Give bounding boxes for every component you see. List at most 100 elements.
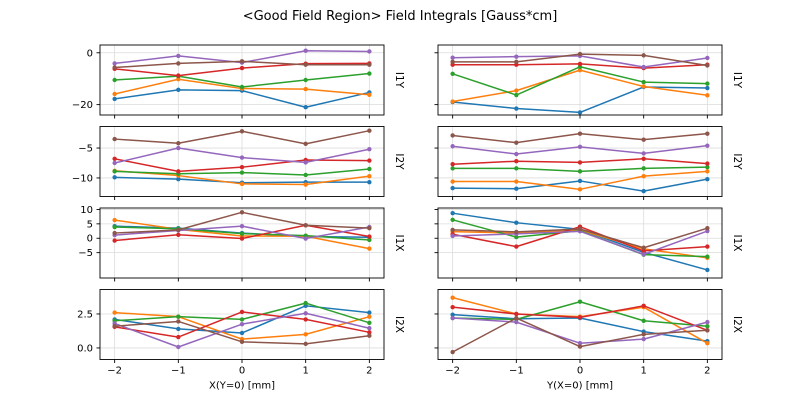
- x-tick-label: 1: [640, 366, 646, 377]
- marker-red: [641, 248, 646, 254]
- row-label-i2x: I2X: [393, 316, 405, 333]
- y-tick-label: 5: [87, 219, 93, 230]
- marker-blue: [705, 85, 710, 91]
- marker-red: [367, 234, 372, 239]
- marker-brown: [641, 245, 646, 250]
- marker-red: [176, 169, 181, 174]
- marker-brown: [367, 333, 372, 338]
- x-tick-label: 2: [366, 366, 372, 377]
- marker-red: [239, 65, 245, 71]
- row-label-i2x: I2X: [731, 316, 743, 333]
- marker-green: [450, 217, 455, 223]
- marker-purple: [577, 340, 583, 346]
- marker-blue: [450, 185, 455, 191]
- subplot-i1x-left: 10 5 0 −5 I1X: [78, 205, 405, 282]
- marker-brown: [450, 59, 455, 65]
- marker-orange: [112, 310, 117, 315]
- marker-blue: [705, 267, 710, 273]
- subplot-i1x-right: I1X: [434, 207, 743, 282]
- marker-brown: [450, 227, 455, 233]
- marker-brown: [577, 51, 583, 57]
- marker-purple: [239, 155, 245, 160]
- marker-purple: [514, 319, 519, 325]
- marker-brown: [239, 339, 245, 345]
- marker-purple: [367, 326, 372, 331]
- marker-red: [176, 232, 181, 237]
- y-tick-label: −10: [72, 173, 93, 184]
- marker-green: [577, 299, 583, 304]
- marker-purple: [176, 145, 181, 151]
- marker-red: [577, 315, 583, 320]
- marker-brown: [705, 63, 710, 68]
- marker-red: [176, 73, 181, 78]
- marker-brown: [176, 319, 181, 324]
- marker-orange: [303, 86, 308, 92]
- x-tick-label: −2: [107, 366, 122, 377]
- marker-blue: [367, 310, 372, 315]
- marker-orange: [303, 182, 308, 187]
- x-tick-label: 0: [239, 366, 245, 377]
- marker-brown: [450, 133, 455, 138]
- marker-purple: [641, 151, 646, 156]
- marker-red: [450, 304, 455, 310]
- marker-brown: [303, 341, 308, 347]
- marker-orange: [705, 93, 710, 98]
- marker-red: [303, 317, 308, 322]
- marker-purple: [705, 55, 710, 61]
- marker-brown: [514, 229, 519, 235]
- marker-green: [514, 92, 519, 98]
- marker-purple: [641, 64, 646, 70]
- marker-blue: [450, 312, 455, 317]
- chart-title: <Good Field Region> Field Integrals [Gau…: [242, 9, 558, 24]
- marker-red: [112, 156, 117, 162]
- marker-purple: [303, 236, 308, 241]
- x-tick-label: −2: [445, 366, 460, 377]
- marker-green: [239, 231, 245, 236]
- marker-blue: [705, 176, 710, 182]
- marker-purple: [367, 147, 372, 152]
- subplot-i2y-left: −5 −10 I2Y: [72, 126, 405, 200]
- marker-green: [239, 317, 245, 322]
- row-label-i1y: I1Y: [393, 72, 405, 89]
- marker-blue: [577, 110, 583, 115]
- row-label-i2y: I2Y: [731, 153, 743, 170]
- marker-brown: [514, 315, 519, 321]
- marker-green: [303, 172, 308, 178]
- marker-orange: [112, 91, 117, 97]
- marker-purple: [367, 49, 372, 54]
- marker-red: [514, 159, 519, 164]
- marker-purple: [641, 336, 646, 342]
- marker-brown: [112, 136, 117, 142]
- marker-red: [367, 158, 372, 163]
- marker-purple: [303, 48, 308, 53]
- marker-orange: [705, 340, 710, 346]
- marker-purple: [577, 144, 583, 150]
- marker-orange: [450, 179, 455, 184]
- marker-green: [367, 166, 372, 172]
- marker-green: [239, 170, 245, 175]
- row-label-i2y: I2Y: [393, 153, 405, 170]
- marker-orange: [239, 181, 245, 187]
- marker-green: [705, 254, 710, 259]
- marker-green: [514, 234, 519, 240]
- marker-purple: [112, 160, 117, 166]
- marker-blue: [367, 179, 372, 185]
- marker-brown: [303, 141, 308, 147]
- marker-brown: [303, 62, 308, 67]
- marker-purple: [239, 321, 245, 327]
- marker-brown: [112, 230, 117, 236]
- marker-blue: [112, 96, 117, 102]
- marker-green: [367, 237, 372, 243]
- marker-orange: [112, 217, 117, 223]
- marker-brown: [514, 59, 519, 65]
- marker-orange: [450, 99, 455, 104]
- marker-purple: [112, 61, 117, 66]
- marker-green: [514, 166, 519, 171]
- marker-brown: [239, 129, 245, 134]
- marker-green: [705, 81, 710, 86]
- marker-purple: [705, 319, 710, 325]
- subplot-i2x-right: −2 −1 0 1 2 Y(X=0) [mm] I2X: [434, 289, 743, 392]
- marker-red: [176, 334, 181, 340]
- marker-brown: [303, 223, 308, 228]
